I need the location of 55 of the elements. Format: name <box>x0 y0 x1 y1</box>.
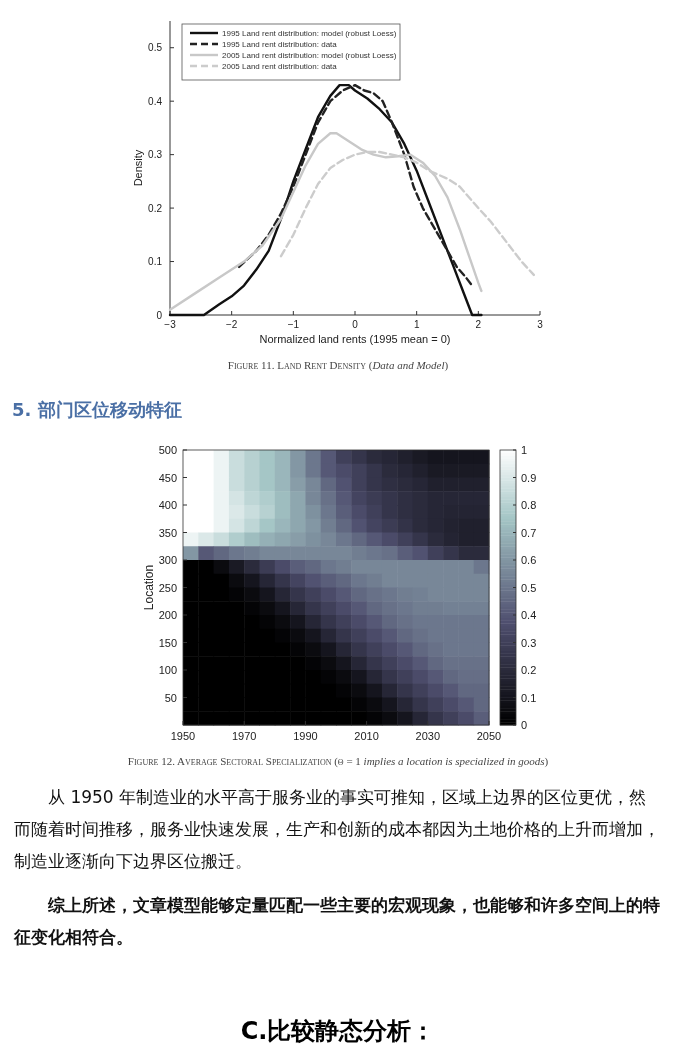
y-tick-label: 350 <box>158 526 177 539</box>
x-tick-label: 3 <box>537 319 544 330</box>
line-series <box>168 83 483 317</box>
x-axis-title: Normalized land rents (1995 mean = 0) <box>259 333 451 345</box>
color-bar-label: 0.6 <box>521 554 537 566</box>
color-bar-label: 0.4 <box>521 609 537 621</box>
legend-label: 1995 Land rent distribution: data <box>222 40 338 49</box>
color-bar-label: 0.9 <box>521 471 537 484</box>
x-tick-label: 2010 <box>354 730 379 742</box>
x-tick-label: −1 <box>287 319 300 330</box>
chart-title: 5. 部门区位移动特征 <box>12 399 182 420</box>
line-series <box>237 83 474 287</box>
color-bar-label: 0.5 <box>521 581 537 594</box>
y-axis-title: Location <box>142 564 156 611</box>
y-tick-label: 0.2 <box>148 202 163 214</box>
y-tick-label: 0.3 <box>148 149 163 161</box>
y-tick-label: 0.4 <box>148 95 163 107</box>
y-tick-label: 250 <box>158 581 177 594</box>
y-tick-label: 450 <box>158 471 177 484</box>
y-tick-label: 0.5 <box>148 42 163 54</box>
color-bar-label: 0.2 <box>521 664 537 676</box>
x-tick-label: 0 <box>352 319 359 330</box>
legend-label: 2005 Land rent distribution: data <box>222 62 338 71</box>
y-tick-label: 150 <box>158 636 177 649</box>
caption: Figure 12. Average Sectoral Specialization (θ = 1 implies a location is specialized in goods) <box>127 755 549 767</box>
y-tick-label: 500 <box>158 444 177 456</box>
legend-label: 2005 Land rent distribution: model (robust Loess) <box>222 51 397 60</box>
y-tick-label: 300 <box>158 554 177 566</box>
y-tick-label: 400 <box>158 499 177 511</box>
color-bar-label: 0 <box>521 719 528 731</box>
x-tick-label: 2050 <box>476 730 502 742</box>
y-axis-title: Density <box>132 149 144 187</box>
color-bar-label: 0.1 <box>521 691 537 704</box>
x-tick-label: 1990 <box>293 730 318 742</box>
y-tick-label: 100 <box>158 664 177 676</box>
x-tick-label: 1 <box>413 319 420 330</box>
y-tick-label: 200 <box>158 609 177 621</box>
x-tick-label: 2030 <box>415 730 441 742</box>
y-tick-label: 0.1 <box>148 256 163 268</box>
color-bar-label: 0.7 <box>521 526 537 539</box>
color-bar-label: 0.3 <box>521 636 537 649</box>
color-bar-label: 1 <box>521 444 528 456</box>
caption: Figure 11. Land Rent Density (Data and Model) <box>227 359 449 371</box>
legend-label: 1995 Land rent distribution: model (robust Loess) <box>222 29 397 38</box>
y-tick-label: 0 <box>156 309 163 321</box>
text: C.比较静态分析： <box>240 1017 436 1045</box>
color-bar-label: 0.8 <box>521 499 537 511</box>
y-tick-label: 50 <box>164 691 177 704</box>
text: 从 1950 年制造业的水平高于服务业的事实可推知，区域上边界的区位更优，然而随着时间推移，服务业快速发展，生产和创新的成本都因为土地价格的上升而增加，制造业逐渐向下边界区位搬迁。 <box>14 787 660 871</box>
x-tick-label: 1970 <box>231 730 257 742</box>
text: 综上所述，文章模型能够定量匹配一些主要的宏观现象，也能够和许多空间上的特征变化相符合。 <box>14 895 660 947</box>
x-tick-label: −2 <box>225 319 238 330</box>
x-tick-label: −3 <box>164 319 177 330</box>
x-tick-label: 1950 <box>170 730 196 742</box>
x-tick-label: 2 <box>475 319 482 330</box>
